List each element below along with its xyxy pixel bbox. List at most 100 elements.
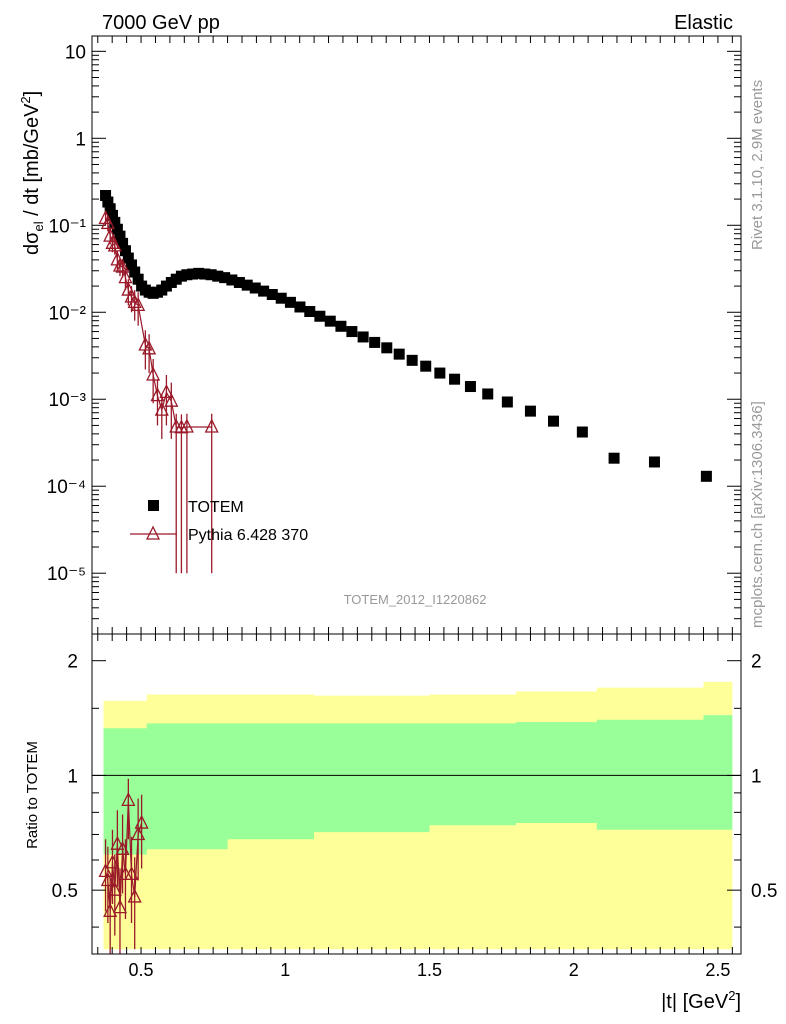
ratio-bands xyxy=(103,681,733,950)
totem-point xyxy=(576,426,588,438)
totem-point xyxy=(212,270,224,282)
header-right: Elastic xyxy=(674,12,733,34)
main-x-ticks xyxy=(97,36,733,634)
totem-point xyxy=(608,452,620,464)
pythia-point xyxy=(115,258,130,273)
pythia-point xyxy=(105,234,120,249)
totem-point xyxy=(129,266,141,278)
ratio-point xyxy=(103,902,118,917)
totem-point xyxy=(126,259,138,271)
main-y-tick-label: 10⁻¹ xyxy=(49,216,87,237)
legend: TOTEM Pythia 6.428 370 xyxy=(130,499,308,544)
totem-point xyxy=(249,282,261,294)
pythia-point xyxy=(159,383,174,399)
main-y-tick-label: 10⁻³ xyxy=(49,390,87,411)
pythia-point xyxy=(107,237,122,252)
ratio-point xyxy=(124,865,139,881)
ratio-point xyxy=(115,840,130,855)
totem-point xyxy=(241,279,253,291)
totem-point xyxy=(548,415,560,427)
totem-point xyxy=(266,289,278,301)
totem-point xyxy=(181,269,193,281)
totem-point xyxy=(524,405,536,417)
x-axis-label: |t| [GeV2] xyxy=(661,988,741,1013)
legend-label-totem: TOTEM xyxy=(188,499,244,516)
legend-label-mc: Pythia 6.428 370 xyxy=(188,527,308,544)
totem-point xyxy=(420,360,432,372)
pythia-point xyxy=(112,257,128,272)
rivet-label: Rivet 3.1.10, 2.9M events xyxy=(749,80,766,250)
main-panel: TOTEM_2012_I1220862 10 1 10⁻¹ 10⁻² 10⁻³ 10⁻⁴ 1… xyxy=(18,35,742,635)
watermark: TOTEM_2012_I1220862 xyxy=(344,592,487,607)
totem-point xyxy=(193,267,205,279)
ratio-y-tick-label-right: 0.5 xyxy=(751,881,777,902)
totem-point xyxy=(132,273,144,285)
totem-point xyxy=(449,373,461,385)
totem-point xyxy=(114,230,126,242)
uncertainty-band-inner xyxy=(103,715,733,855)
ratio-y-tick-label: 2 xyxy=(67,652,78,673)
ratio-point xyxy=(107,881,122,896)
totem-point xyxy=(406,354,418,366)
totem-point xyxy=(314,310,326,322)
totem-point xyxy=(100,189,112,201)
ratio-point xyxy=(127,888,142,903)
totem-point xyxy=(104,203,116,215)
ratio-point xyxy=(105,854,120,869)
totem-point xyxy=(700,470,712,482)
totem-point xyxy=(284,296,296,308)
pythia-line xyxy=(105,218,212,429)
ratio-point xyxy=(110,835,125,850)
ratio-frame xyxy=(91,633,742,955)
totem-point xyxy=(294,301,306,313)
totem-point xyxy=(187,268,199,280)
pythia-point xyxy=(204,418,219,433)
totem-point xyxy=(219,272,231,284)
ratio-point xyxy=(98,862,113,878)
ratio-y-tick-label-right: 2 xyxy=(751,652,762,673)
ratio-x-tick-label: 2.5 xyxy=(705,960,730,980)
ratio-point xyxy=(100,872,115,887)
ratio-y-axis-label: Ratio to TOTEM xyxy=(24,741,41,849)
totem-point xyxy=(119,245,131,257)
pythia-point xyxy=(118,269,133,284)
main-y-tick-label: 1 xyxy=(75,129,86,150)
main-y-tick-label: 10⁻² xyxy=(49,303,87,324)
pythia-point xyxy=(164,392,179,407)
ratio-point xyxy=(131,826,146,841)
pythia-point xyxy=(100,214,115,230)
pythia-point xyxy=(146,366,161,381)
totem-point xyxy=(381,342,393,354)
ratio-x-tick-label: 2 xyxy=(569,960,579,980)
totem-point xyxy=(106,209,118,221)
totem-point xyxy=(199,268,211,280)
header-left: 7000 GeV pp xyxy=(102,12,220,34)
ratio-x-tick-label: 1.5 xyxy=(417,960,442,980)
totem-point xyxy=(335,320,347,332)
ratio-point xyxy=(121,791,136,807)
totem-point xyxy=(434,367,446,379)
pythia-point xyxy=(131,296,146,312)
main-y-tick-label: 10⁻⁴ xyxy=(47,477,86,498)
totem-point xyxy=(648,456,660,468)
totem-point xyxy=(226,274,238,286)
legend-marker-mc xyxy=(145,525,161,540)
totem-point xyxy=(369,336,381,348)
main-y-tick-label: 10⁻⁵ xyxy=(47,564,86,585)
pythia-point xyxy=(179,418,194,433)
ratio-point xyxy=(112,899,128,914)
main-y-tick-label: 10 xyxy=(65,42,86,63)
mcplots-label: mcplots.cern.ch [arXiv:1306.3436] xyxy=(749,401,766,628)
legend-marker-totem xyxy=(148,500,159,511)
totem-point xyxy=(122,252,134,264)
ratio-point xyxy=(134,814,149,829)
totem-point xyxy=(117,237,129,249)
totem-point xyxy=(205,269,217,281)
totem-point xyxy=(233,276,245,288)
totem-point xyxy=(464,381,476,393)
pythia-point xyxy=(150,387,165,402)
ratio-y-tick-label-right: 1 xyxy=(751,766,762,787)
ratio-line xyxy=(104,800,143,912)
ratio-panel: 2 2 1 1 0.5 0.5 0.5 1 1.5 2 2.5 Ratio to TOTEM |t… xyxy=(24,633,777,1013)
